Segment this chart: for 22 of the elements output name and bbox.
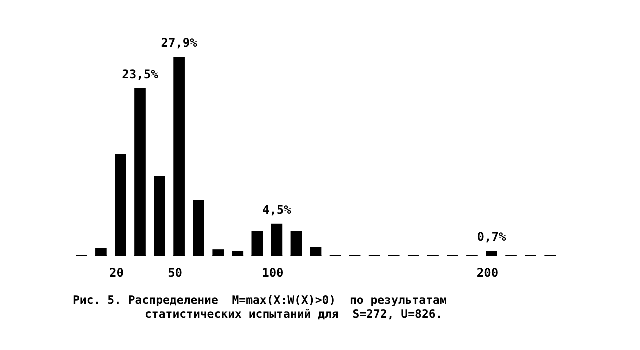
data-label: 27,9% xyxy=(161,36,198,50)
data-label: 23,5% xyxy=(122,67,160,82)
bar xyxy=(290,231,302,256)
bar xyxy=(115,154,126,256)
data-label: 4,5% xyxy=(262,202,292,217)
bar xyxy=(193,200,204,256)
bar xyxy=(174,57,185,256)
bar xyxy=(154,176,166,256)
bar xyxy=(96,248,107,256)
x-tick-label: 200 xyxy=(476,266,499,280)
data-label: 0,7% xyxy=(477,230,507,244)
x-tick-label: 20 xyxy=(109,266,124,280)
bar xyxy=(212,250,224,256)
text: Рис. 5. Распределение M=max(X:W(X)>0) по результатам статистических испытаний для S=272, U=826. xyxy=(73,293,447,321)
bar xyxy=(232,251,244,256)
x-tick-label: 50 xyxy=(168,266,183,280)
bar xyxy=(271,224,283,256)
bar xyxy=(134,88,146,256)
x-tick-label: 100 xyxy=(262,266,284,280)
bar xyxy=(310,247,322,256)
bar xyxy=(252,231,264,256)
bar xyxy=(486,251,498,256)
